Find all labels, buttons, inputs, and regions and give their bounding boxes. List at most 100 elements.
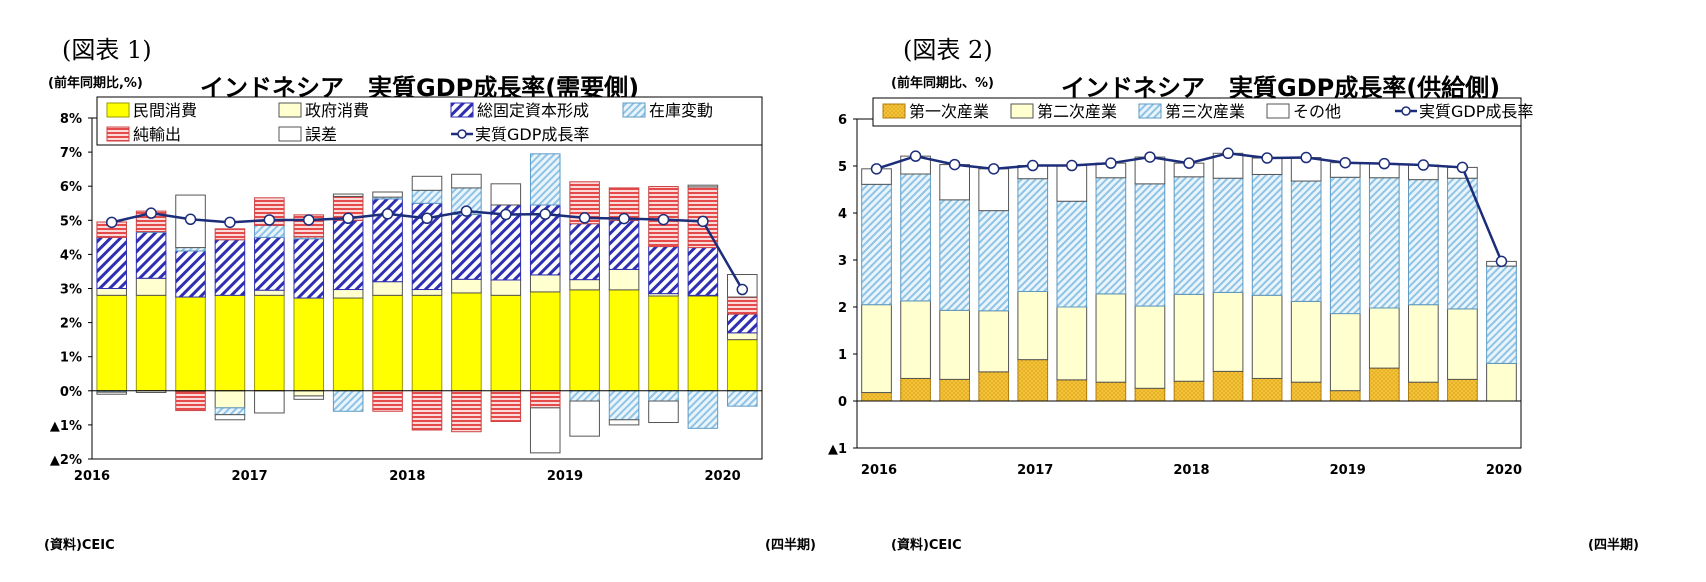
bar-segment-cream: [727, 332, 758, 341]
bar-segment-gold: [1134, 387, 1166, 402]
legend-label: 民間消費: [133, 101, 197, 120]
bar-segment-lightblue: [1017, 178, 1049, 292]
y-tick-label: 5: [838, 160, 847, 175]
gdp-growth-point: [381, 208, 394, 220]
bar-segment-yellow: [411, 294, 443, 392]
bar-segment-lightblue: [1486, 265, 1517, 364]
gdp-growth-point: [909, 150, 922, 162]
y-tick-label: 2%: [60, 317, 82, 332]
gdp-growth-point: [224, 216, 236, 229]
bar-segment-lightblue: [1095, 177, 1127, 295]
gdp-growth-point: [1066, 159, 1078, 172]
bar-segment-yellow: [135, 294, 167, 392]
bar-segment-gold: [1368, 367, 1400, 402]
chart-title: インドネシア 実質GDP成長率(供給側): [1061, 74, 1501, 102]
bar-segment-cream: [96, 288, 127, 296]
bar-segment-lightblue: [1134, 183, 1166, 307]
bar-segment-cream: [1408, 304, 1439, 383]
x-year-label: 2016: [861, 463, 897, 478]
bar-segment-cream: [1212, 291, 1244, 372]
bar-segment-lightblue: [1212, 177, 1244, 293]
bar-segment-hatch: [569, 223, 600, 281]
bar-segment-cream: [372, 281, 403, 296]
bar-segment-lightblue: [1447, 177, 1478, 310]
bar-segment-lightblue: [254, 224, 285, 238]
gdp-growth-point: [263, 214, 276, 226]
bar-segment-cream: [861, 304, 892, 394]
y-tick-label: 0%: [60, 385, 82, 400]
bar-segment-hatch: [372, 198, 403, 283]
bar-segment-white: [332, 193, 364, 197]
bar-segment-hatch: [608, 219, 640, 270]
x-year-label: 2016: [74, 469, 110, 484]
gdp-growth-point: [1183, 157, 1195, 169]
bar-segment-white: [529, 407, 561, 454]
bar-segment-white: [175, 194, 206, 249]
gdp-growth-point: [948, 158, 961, 171]
bar-segment-lightblue: [687, 390, 719, 429]
supply-side-chart: ▲1 0 1 2 3 4 5 6 2016 2017 2018 2019 2020 第一次産業 第二次産業 第…: [828, 97, 1533, 478]
y-tick-label: 4: [838, 207, 847, 222]
y-tick-label: ▲1%: [50, 419, 82, 434]
bar-segment-hatch: [254, 236, 285, 291]
bar-segment-gold: [1447, 378, 1478, 402]
bar-segment-hatch: [648, 246, 679, 295]
bar-segment-cream: [1329, 313, 1361, 392]
bar-segment-hatch: [96, 236, 127, 290]
bar-segment-yellow: [727, 339, 758, 392]
legend-swatch: [106, 126, 130, 142]
bar-segment-white: [372, 191, 403, 198]
bar-segment-red: [411, 390, 443, 431]
left-panel: (図表 1) (前年同期比,%) インドネシア 実質GDP成長率(需要側) ▲2…: [44, 36, 816, 553]
bar-segment-cream: [569, 279, 600, 291]
y-tick-label: ▲1: [828, 442, 847, 457]
bar-segment-gold: [1212, 370, 1244, 402]
bar-segment-gold: [939, 378, 970, 402]
bar-segment-cream: [608, 268, 640, 291]
x-year-label: 2020: [1486, 463, 1522, 478]
bar-segment-gold: [1408, 381, 1439, 402]
bar-segment-gold: [1329, 390, 1361, 402]
bar-segment-lightblue: [1290, 180, 1322, 302]
y-tick-label: 6: [838, 113, 847, 128]
bar-segment-hatch: [175, 250, 206, 298]
bar-segment-yellow: [687, 295, 719, 392]
bar-segment-lightblue: [214, 407, 246, 416]
bar-segment-yellow: [648, 295, 679, 392]
legend-swatch: [882, 103, 906, 119]
bar-segment-lightblue: [648, 390, 679, 402]
bar-segment-lightblue: [1329, 176, 1361, 315]
legend-swatch: [450, 102, 474, 118]
bar-segment-gold: [861, 392, 892, 402]
bar-segment-lightblue: [569, 390, 600, 402]
bar-segment-cream: [939, 309, 970, 380]
bar-segment-cream: [1134, 305, 1166, 389]
gdp-growth-point: [987, 163, 1000, 175]
bar-segment-white: [411, 175, 443, 191]
bar-segment-red: [372, 390, 403, 412]
legend-label: 第三次産業: [1165, 102, 1245, 121]
bar-segment-white: [569, 400, 600, 437]
bar-segment-yellow: [372, 294, 403, 392]
bar-segment-gold: [900, 377, 931, 402]
bar-segment-red: [727, 296, 758, 315]
bar-segment-cream: [1251, 294, 1283, 379]
bar-segment-cream: [332, 289, 364, 299]
bar-segment-yellow: [332, 297, 364, 392]
bar-segment-cream: [1095, 293, 1127, 383]
gdp-growth-point: [539, 208, 551, 220]
x-year-label: 2017: [1017, 463, 1053, 478]
gdp-growth-point: [145, 207, 157, 219]
bar-segment-cream: [1368, 307, 1400, 369]
y-tick-label: 7%: [60, 146, 82, 161]
bar-segment-gold: [1095, 381, 1127, 402]
bar-segment-cream: [451, 278, 482, 294]
y-tick-label: 1%: [60, 351, 82, 366]
bar-segment-cream: [1056, 306, 1088, 381]
legend-label: 総固定資本形成: [477, 101, 589, 120]
gdp-growth-point: [460, 205, 473, 217]
bar-segment-red: [214, 228, 246, 241]
legend-swatch: [278, 126, 302, 142]
bar-segment-lightblue: [861, 183, 892, 306]
bar-segment-cream: [293, 390, 325, 397]
